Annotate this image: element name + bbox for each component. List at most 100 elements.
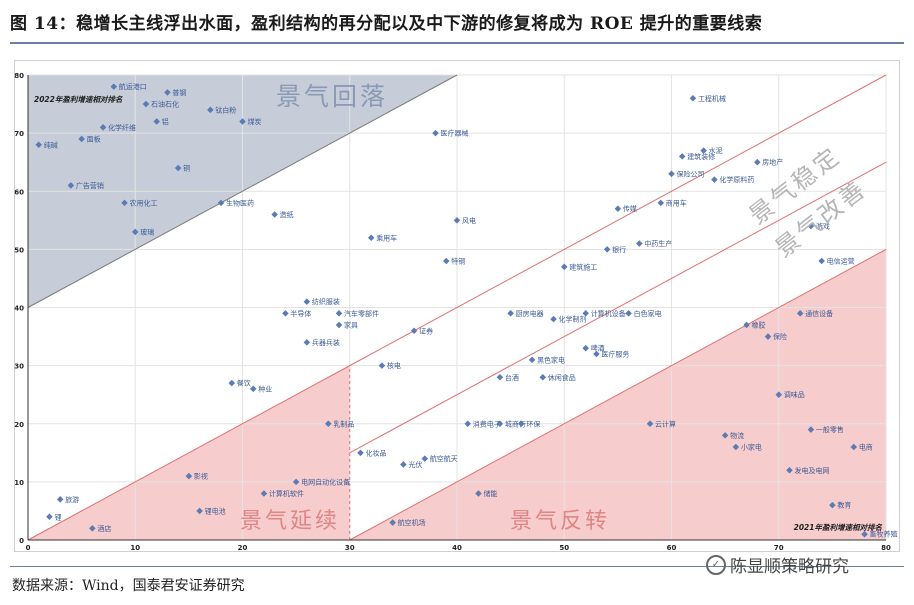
data-point	[528, 356, 536, 364]
y-tick-label: 10	[14, 479, 24, 487]
boundary-continue	[27, 365, 350, 541]
data-source: 数据来源：Wind，国泰君安证券研究	[12, 578, 245, 594]
x-tick-label: 40	[452, 544, 462, 552]
data-label: 厨房电器	[516, 309, 544, 318]
data-label: 啤酒	[591, 344, 605, 353]
data-label: 光伏	[408, 460, 422, 469]
data-point	[46, 513, 53, 521]
data-label: 计算机设备	[591, 309, 626, 318]
y-tick-label: 80	[14, 72, 24, 80]
x-axis-title: 2021年盈利增速相对排名	[794, 523, 883, 532]
data-label: 风电	[462, 216, 476, 225]
data-point	[378, 362, 386, 369]
data-point	[303, 339, 311, 346]
x-tick-label: 30	[345, 544, 355, 552]
data-label: 铝	[162, 117, 169, 126]
data-point	[335, 310, 343, 317]
data-label: 银行	[612, 245, 626, 254]
data-point	[443, 257, 450, 265]
boundary-stable-lower	[349, 161, 887, 454]
data-point	[807, 426, 815, 433]
data-point	[775, 391, 783, 398]
data-point	[400, 461, 407, 468]
data-point	[325, 420, 332, 428]
data-point	[239, 118, 246, 125]
data-label: 建筑施工	[569, 262, 597, 271]
data-label: 铜	[183, 164, 190, 173]
data-label: 种业	[258, 384, 272, 393]
data-point	[636, 240, 643, 247]
region-label-decline: 景气回落	[276, 82, 388, 111]
data-label: 保险	[773, 332, 787, 341]
y-tick-label: 20	[14, 421, 24, 429]
title-divider	[10, 42, 904, 44]
data-label: 纯碱	[44, 140, 58, 149]
data-label: 石油石化	[151, 100, 179, 109]
data-label: 普钢	[172, 88, 186, 97]
data-point	[185, 472, 193, 480]
data-label: 医疗器械	[441, 129, 469, 138]
data-label: 工程机械	[698, 94, 726, 103]
data-point	[496, 373, 504, 381]
data-point	[35, 141, 42, 149]
data-point	[110, 83, 118, 90]
data-point	[625, 310, 632, 317]
data-label: 家具	[344, 320, 358, 329]
data-label: 航空航天	[430, 454, 458, 463]
axes-layer: 0 10 20 30 40 50 60 70 80 0 10 20 30 40 50 60 70 80 2022年盈…	[14, 72, 891, 552]
data-label: 云计算	[655, 419, 676, 428]
data-label: 电商	[859, 443, 873, 452]
data-point	[850, 443, 858, 451]
data-point	[228, 379, 236, 387]
data-label: 房地产	[762, 158, 783, 167]
data-point	[174, 164, 182, 172]
data-point	[389, 519, 396, 526]
y-tick-label: 70	[14, 130, 24, 138]
data-point	[582, 344, 589, 352]
data-point	[689, 94, 697, 102]
data-label: 一般零售	[816, 425, 844, 434]
data-point	[829, 501, 836, 509]
footer-divider	[10, 566, 904, 567]
data-point	[550, 315, 557, 323]
data-label: 造纸	[280, 210, 294, 219]
title-bar: 图 14：稳增长主线浮出水面，盈利结构的再分配以及中下游的修复将成为 ROE 提…	[0, 0, 914, 44]
y-tick-label: 50	[14, 246, 24, 254]
data-point	[464, 420, 471, 428]
data-label: 通信设备	[805, 309, 833, 318]
data-point	[475, 490, 482, 497]
data-point	[518, 420, 525, 428]
data-label: 休闲食品	[548, 373, 576, 382]
data-point	[678, 153, 686, 160]
data-point	[603, 246, 611, 253]
data-point	[453, 217, 461, 224]
data-point	[711, 176, 718, 183]
data-point	[196, 507, 203, 515]
data-point	[410, 327, 418, 335]
boundary-decline	[27, 74, 458, 308]
data-label: 电信运营	[827, 257, 855, 266]
data-label: 餐饮	[237, 379, 251, 388]
data-point	[786, 466, 793, 474]
data-point	[303, 298, 311, 305]
data-point	[357, 449, 364, 457]
data-label: 化学原料药	[719, 175, 754, 184]
data-label: 锂电池	[205, 506, 226, 515]
data-point	[249, 385, 257, 393]
data-label: 发电及电网	[794, 466, 829, 475]
data-label: 电网自动化设备	[301, 477, 350, 486]
data-point	[121, 199, 128, 207]
data-point	[818, 257, 825, 265]
data-label: 橡胶	[752, 320, 766, 329]
x-tick-label: 50	[559, 544, 569, 552]
data-label: 广告营销	[76, 181, 104, 190]
data-point	[335, 321, 343, 329]
data-point	[78, 135, 85, 143]
data-point	[432, 129, 439, 137]
data-point	[99, 124, 107, 131]
data-point	[292, 478, 300, 486]
y-tick-label: 60	[14, 188, 24, 196]
data-point	[421, 455, 429, 462]
data-label: 汽车零部件	[344, 309, 379, 318]
data-label: 航运港口	[119, 82, 147, 91]
